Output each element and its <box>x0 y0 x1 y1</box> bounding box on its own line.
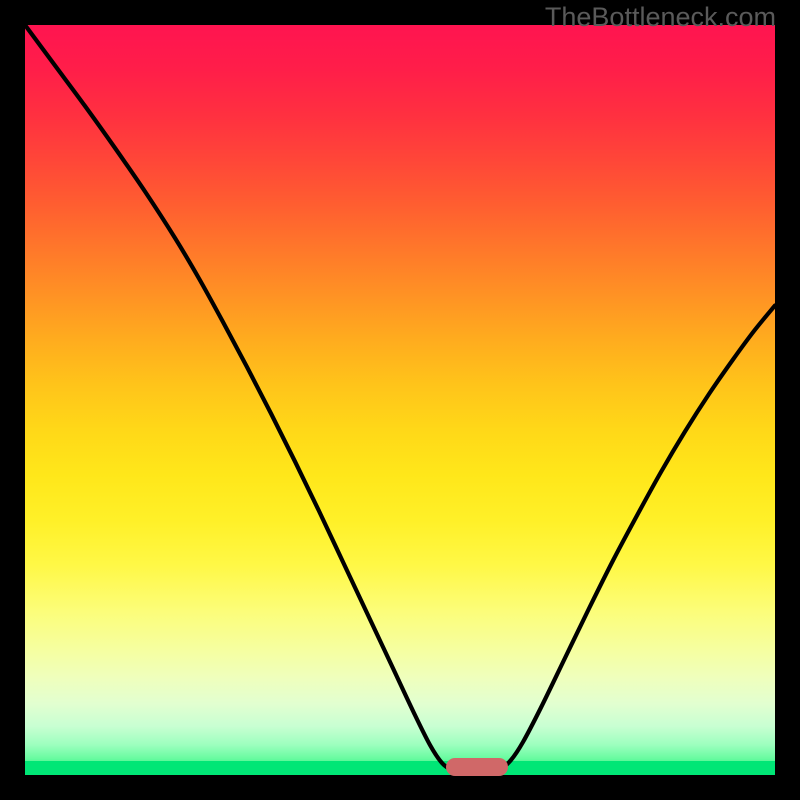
bottleneck-plot <box>25 25 775 775</box>
green-bottom-band <box>25 761 775 775</box>
gradient-background <box>25 25 775 775</box>
match-zone-marker <box>446 758 508 776</box>
watermark-text: TheBottleneck.com <box>545 2 776 33</box>
bottleneck-curve-svg <box>25 25 775 775</box>
